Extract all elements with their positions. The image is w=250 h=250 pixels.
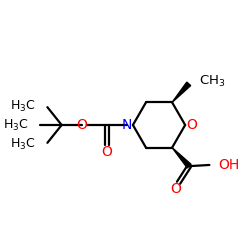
Text: O: O — [101, 145, 112, 159]
Text: N: N — [121, 118, 132, 132]
Polygon shape — [172, 148, 191, 168]
Text: CH$_3$: CH$_3$ — [199, 74, 225, 89]
Text: H$_3$C: H$_3$C — [10, 98, 36, 114]
Text: O: O — [171, 182, 181, 196]
Text: O: O — [76, 118, 87, 132]
Polygon shape — [172, 82, 191, 102]
Text: H$_3$C: H$_3$C — [10, 136, 36, 152]
Text: OH: OH — [218, 158, 240, 172]
Text: O: O — [186, 118, 197, 132]
Text: H$_3$C: H$_3$C — [3, 118, 29, 132]
